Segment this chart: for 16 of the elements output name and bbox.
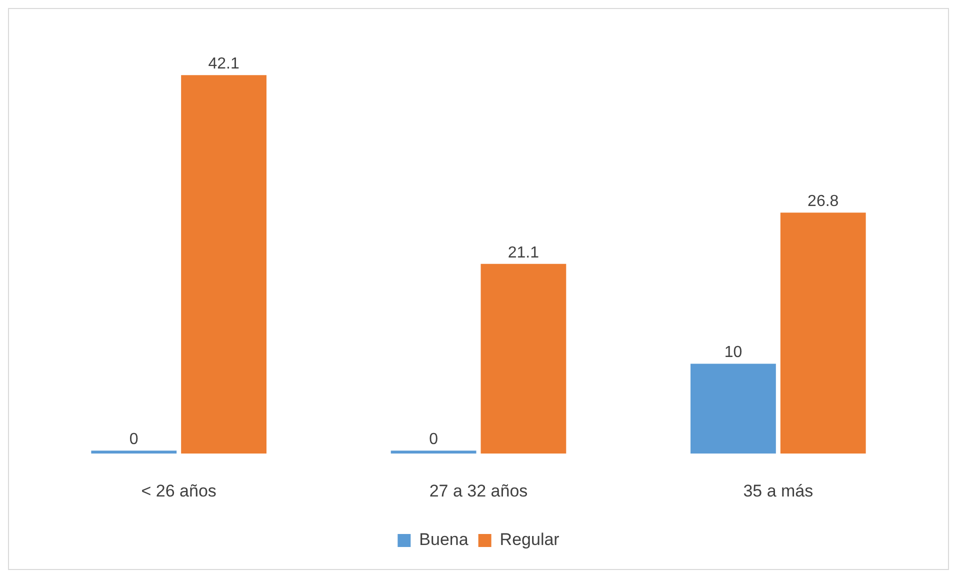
bar [390, 450, 476, 454]
data-label: 42.1 [208, 55, 240, 72]
bar [480, 264, 566, 454]
legend-label: Regular [500, 530, 560, 550]
x-tick-label: 35 a más [743, 481, 814, 500]
bar [780, 212, 866, 454]
data-label: 21.1 [508, 244, 540, 262]
bar [181, 75, 266, 454]
x-tick-label: < 26 años [141, 481, 216, 500]
data-label: 0 [429, 431, 438, 448]
bar [91, 450, 177, 454]
data-label: 0 [129, 431, 138, 448]
x-tick-label: 27 a 32 años [429, 481, 528, 500]
legend-label: Buena [419, 530, 469, 550]
data-label: 10 [724, 344, 742, 362]
data-label: 26.8 [808, 193, 839, 210]
